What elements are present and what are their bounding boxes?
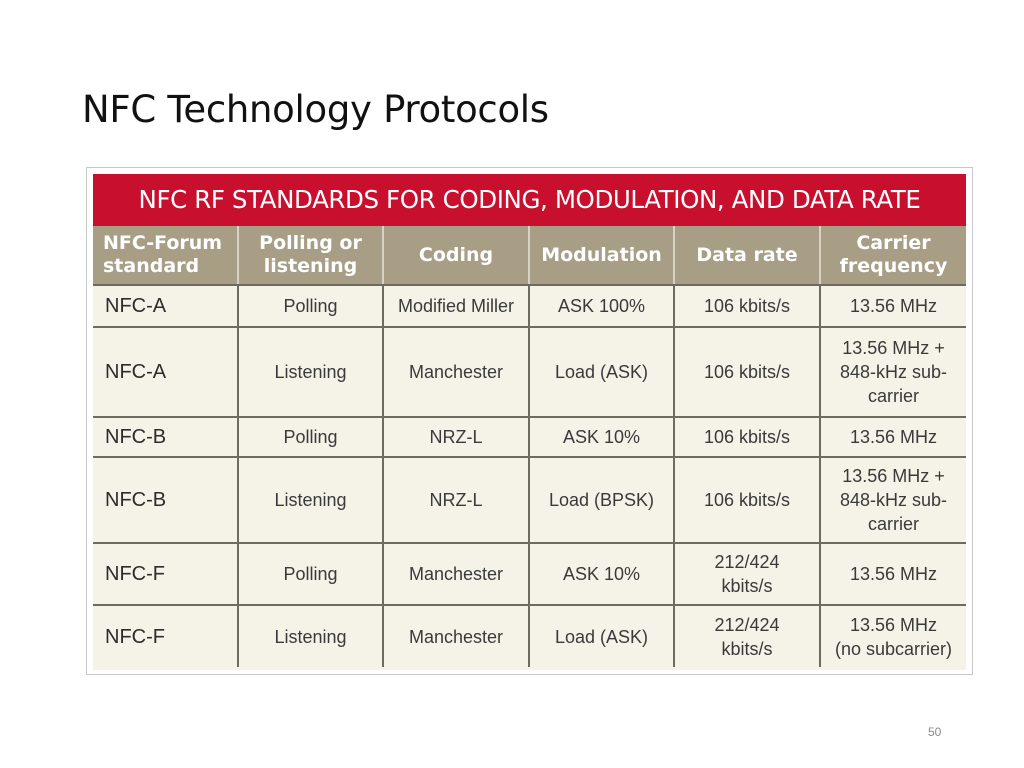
table-row: NFC-F Listening Manchester Load (ASK) 21… (93, 605, 966, 667)
table-cell: Load (BPSK) (529, 457, 675, 544)
page-number: 50 (928, 725, 942, 739)
table-cell: ASK 100% (529, 285, 675, 328)
table-banner: NFC RF STANDARDS FOR CODING, MODULATION,… (93, 174, 966, 226)
table-cell: NRZ-L (383, 457, 530, 544)
table-cell: Polling (238, 543, 384, 606)
standards-table-image: NFC RF STANDARDS FOR CODING, MODULATION,… (86, 167, 973, 675)
table-cell: 212/424 kbits/s (674, 543, 821, 606)
table-cell: Manchester (383, 605, 530, 667)
table-cell: 106 kbits/s (674, 457, 821, 544)
header-cell-polling: Polling or listening (238, 226, 384, 286)
table-cell: NFC-A (93, 285, 239, 328)
table-cell: Polling (238, 417, 384, 458)
table-cell: Load (ASK) (529, 327, 675, 418)
header-cell-data-rate: Data rate (674, 226, 821, 286)
table-cell: 13.56 MHz (820, 543, 966, 606)
table-cell: 13.56 MHz (820, 417, 966, 458)
slide-title: NFC Technology Protocols (82, 88, 549, 131)
table-cell: Manchester (383, 543, 530, 606)
table-cell: 13.56 MHz + 848-kHz sub- carrier (820, 457, 966, 544)
table-row: NFC-F Polling Manchester ASK 10% 212/424… (93, 543, 966, 606)
table-cell: 106 kbits/s (674, 417, 821, 458)
table-cell: NFC-A (93, 327, 239, 418)
table-cell: 13.56 MHz + 848-kHz sub- carrier (820, 327, 966, 418)
table-cell: 106 kbits/s (674, 327, 821, 418)
table-cell: NFC-B (93, 417, 239, 458)
table-cell: 106 kbits/s (674, 285, 821, 328)
table-cell: Polling (238, 285, 384, 328)
table-cell: Listening (238, 327, 384, 418)
table-cell: Listening (238, 457, 384, 544)
table-cell: 212/424 kbits/s (674, 605, 821, 667)
table-cell: NFC-F (93, 543, 239, 606)
header-cell-coding: Coding (383, 226, 530, 286)
table-row: NFC-A Polling Modified Miller ASK 100% 1… (93, 285, 966, 328)
table-cell: Manchester (383, 327, 530, 418)
table-cell: ASK 10% (529, 543, 675, 606)
header-cell-standard: NFC-Forum standard (93, 226, 239, 286)
table-cell: Listening (238, 605, 384, 667)
standards-table-panel: NFC RF STANDARDS FOR CODING, MODULATION,… (93, 174, 966, 670)
table-row: NFC-B Polling NRZ-L ASK 10% 106 kbits/s … (93, 417, 966, 458)
nfc-standards-table: NFC-Forum standard Polling or listening … (93, 226, 966, 667)
table-cell: 13.56 MHz (820, 285, 966, 328)
table-cell: NFC-F (93, 605, 239, 667)
table-cell: NFC-B (93, 457, 239, 544)
table-row: NFC-A Listening Manchester Load (ASK) 10… (93, 327, 966, 418)
table-cell: Load (ASK) (529, 605, 675, 667)
table-cell: NRZ-L (383, 417, 530, 458)
header-cell-carrier: Carrier frequency (820, 226, 966, 286)
table-row: NFC-B Listening NRZ-L Load (BPSK) 106 kb… (93, 457, 966, 544)
table-cell: ASK 10% (529, 417, 675, 458)
table-cell: Modified Miller (383, 285, 530, 328)
table-header-row: NFC-Forum standard Polling or listening … (93, 226, 966, 286)
header-cell-modulation: Modulation (529, 226, 675, 286)
table-cell: 13.56 MHz (no subcarrier) (820, 605, 966, 667)
